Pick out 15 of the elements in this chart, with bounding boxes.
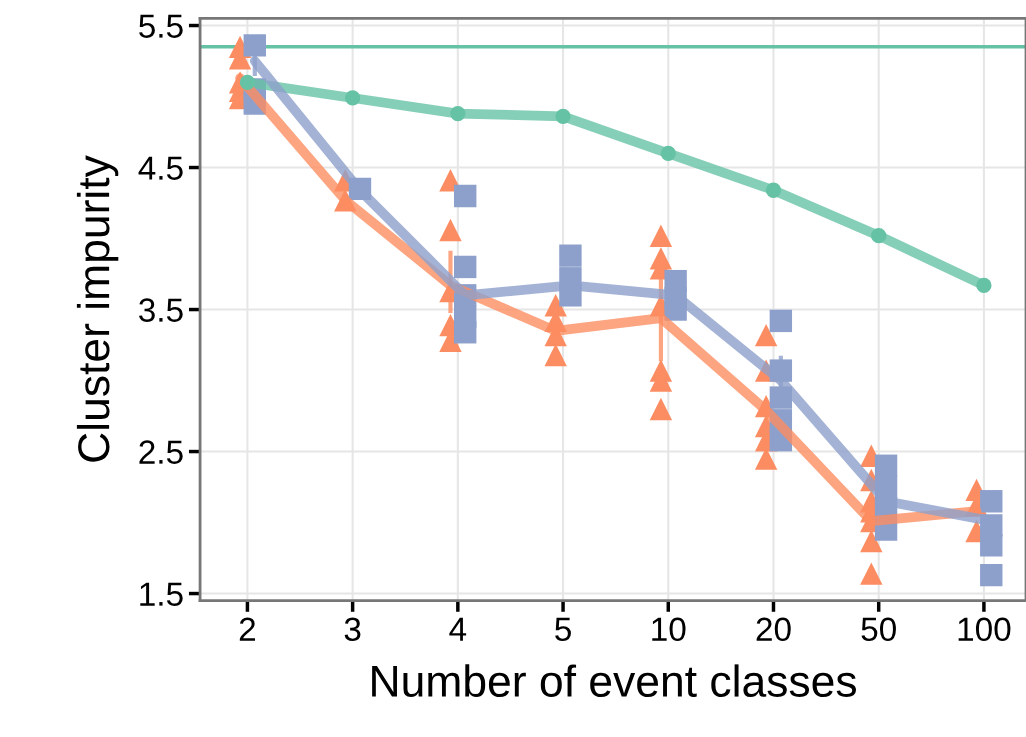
x-tick-label: 5 <box>555 617 571 642</box>
y-tick-label: 4.5 <box>138 156 183 180</box>
x-tick-label: 2 <box>239 617 256 641</box>
y-tick-label: 3.5 <box>139 298 183 322</box>
y-tick-label: 2.5 <box>139 440 183 464</box>
x-tick-label: 3 <box>344 617 361 642</box>
x-tick-label: 20 <box>756 617 791 642</box>
x-axis-title: Number of event classes <box>372 664 856 698</box>
x-tick-label: 50 <box>861 617 896 642</box>
x-tick-label: 10 <box>652 617 686 642</box>
y-axis-title: Cluster impurity <box>76 155 119 462</box>
y-tick-label: 5.5 <box>139 14 183 38</box>
x-tick-label: 4 <box>449 617 467 641</box>
y-tick-label: 1.5 <box>140 582 183 606</box>
x-tick-label: 100 <box>958 617 1011 642</box>
